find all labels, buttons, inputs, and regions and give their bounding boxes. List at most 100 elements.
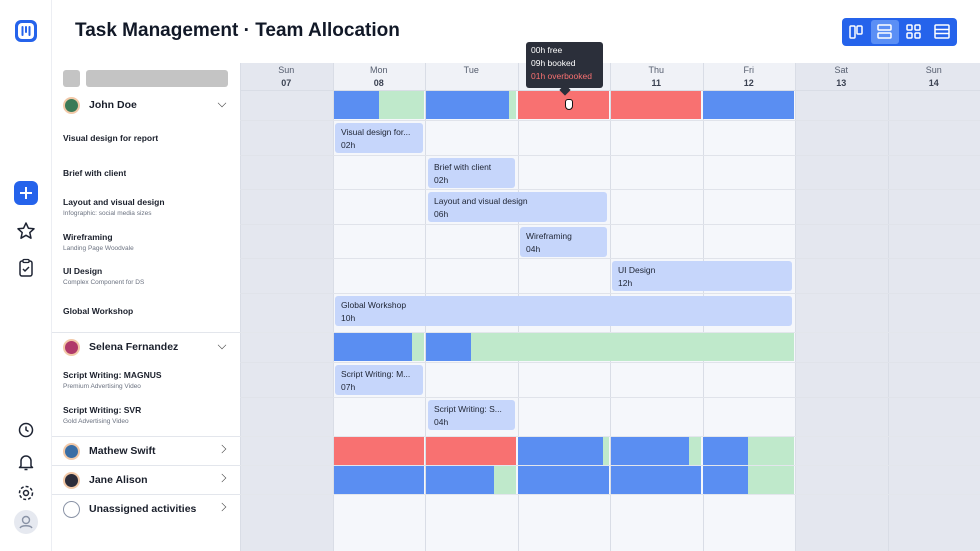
task-bar[interactable]: Brief with client 02h xyxy=(428,157,515,188)
task-bar-hours: 02h xyxy=(341,140,356,150)
task-bar-label: UI Design xyxy=(618,265,656,275)
task-subtitle: Gold Advertising Video xyxy=(63,417,129,425)
task-title: Global Workshop xyxy=(63,305,134,316)
day-header xyxy=(887,63,980,91)
day-column xyxy=(795,63,888,551)
task-subtitle: Infographic: social media sizes xyxy=(63,210,152,217)
allocation-bar xyxy=(509,91,516,119)
task-title: Script Writing: SVR xyxy=(63,404,142,415)
task-subtitle: Landing Page Woodvale xyxy=(63,244,134,252)
day-header xyxy=(610,63,703,91)
task-bar-hours: 10h xyxy=(341,312,356,323)
tooltip-line: 00h free xyxy=(531,45,563,55)
person-name: Mathew Swift xyxy=(89,445,156,457)
task-bar-label: Global Workshop xyxy=(341,299,407,310)
task-bar-hours: 07h xyxy=(341,382,356,392)
day-weekday: Sun xyxy=(278,65,295,75)
task-row-line xyxy=(240,154,980,156)
profile-avatar[interactable] xyxy=(14,510,38,534)
day-weekday: Fri xyxy=(743,65,755,75)
task-title: Wireframing xyxy=(63,231,113,242)
person-avatar xyxy=(63,472,80,489)
person-avatar xyxy=(63,339,80,356)
task-bar-hours: 04h xyxy=(434,416,449,427)
favorites-icon[interactable] xyxy=(16,221,36,241)
task-title: Brief with client xyxy=(63,167,127,178)
allocation-bar xyxy=(611,466,701,494)
tasks-icon[interactable] xyxy=(16,258,36,278)
day-weekday: Thu xyxy=(648,65,664,75)
allocation-bar xyxy=(426,333,471,361)
task-subtitle: Premium Advertising Video xyxy=(63,383,141,390)
day-header xyxy=(425,63,518,91)
tooltip-line: 01h overbooked xyxy=(531,71,592,81)
allocation-bar xyxy=(689,437,701,465)
notifications-icon[interactable] xyxy=(16,452,36,472)
person-row[interactable] xyxy=(52,91,240,120)
day-date: 07 xyxy=(281,78,292,88)
row-divider xyxy=(52,465,980,466)
task-bar[interactable]: UI Design 12h xyxy=(612,261,792,291)
day-date: 12 xyxy=(743,78,754,88)
task-bar-hours: 02h xyxy=(434,174,449,185)
task-bar[interactable]: Wireframing 04h xyxy=(520,226,607,257)
person-name: Selena Fernandez xyxy=(89,341,179,353)
task-bar-hours: 12h xyxy=(618,278,633,288)
day-header xyxy=(332,63,425,91)
task-row-line xyxy=(240,258,980,259)
left-panel-placeholder xyxy=(63,70,80,87)
settings-icon[interactable] xyxy=(16,483,36,503)
day-header xyxy=(702,63,795,91)
view-switcher[interactable] xyxy=(842,18,957,46)
task-bar[interactable]: Script Writing: S... 04h xyxy=(428,399,515,430)
task-row-line xyxy=(240,292,980,294)
task-title: Script Writing: MAGNUS xyxy=(63,370,162,380)
task-row-line xyxy=(240,189,980,190)
day-date: 08 xyxy=(373,78,384,88)
allocation-bar xyxy=(471,333,794,361)
logo[interactable] xyxy=(14,19,38,43)
allocation-bar xyxy=(426,466,494,494)
task-title: Visual design for report xyxy=(63,133,159,143)
allocation-bar xyxy=(603,437,609,465)
allocation-bar xyxy=(518,437,603,465)
task-subtitle: Complex Component for DS xyxy=(63,279,145,286)
allocation-bar xyxy=(426,437,516,465)
cursor xyxy=(565,99,573,110)
task-bar-hours: 04h xyxy=(526,243,541,254)
day-date: 14 xyxy=(928,78,939,88)
task-bar[interactable]: Script Writing: M... 07h xyxy=(335,365,423,395)
row-divider xyxy=(52,332,980,333)
allocation-bar xyxy=(412,333,424,361)
allocation-bar xyxy=(379,91,424,119)
person-name: Unassigned activities xyxy=(89,503,197,515)
day-weekday: Mon xyxy=(369,65,388,75)
history-icon[interactable] xyxy=(16,420,36,440)
task-row-line xyxy=(240,223,980,225)
allocation-bar xyxy=(703,437,748,465)
task-bar-label: Visual design for... xyxy=(341,127,411,137)
task-bar-label: Brief with client xyxy=(434,161,492,172)
add-button[interactable] xyxy=(14,181,38,205)
allocation-bar xyxy=(426,91,509,119)
task-bar[interactable]: Layout and visual design 06h xyxy=(428,192,607,222)
task-bar-label: Layout and visual design xyxy=(434,196,528,206)
tooltip-line: 09h booked xyxy=(531,58,576,68)
day-weekday: Sat xyxy=(834,65,848,75)
allocation-bar xyxy=(334,437,424,465)
allocation-bar xyxy=(334,91,379,119)
task-bar[interactable]: Visual design for... 02h xyxy=(335,123,423,153)
left-panel-placeholder xyxy=(86,70,228,87)
unassigned-avatar xyxy=(63,501,80,518)
allocation-bar xyxy=(518,466,609,494)
allocation-bar xyxy=(611,437,689,465)
task-row-line xyxy=(240,362,980,363)
day-header xyxy=(240,63,333,91)
task-bar[interactable]: Global Workshop 10h xyxy=(335,295,792,326)
task-title: UI Design xyxy=(63,266,103,276)
task-bar-label: Wireframing xyxy=(526,230,572,241)
day-weekday: Sun xyxy=(925,65,942,75)
day-date: 13 xyxy=(836,78,847,88)
row-divider xyxy=(52,494,980,495)
